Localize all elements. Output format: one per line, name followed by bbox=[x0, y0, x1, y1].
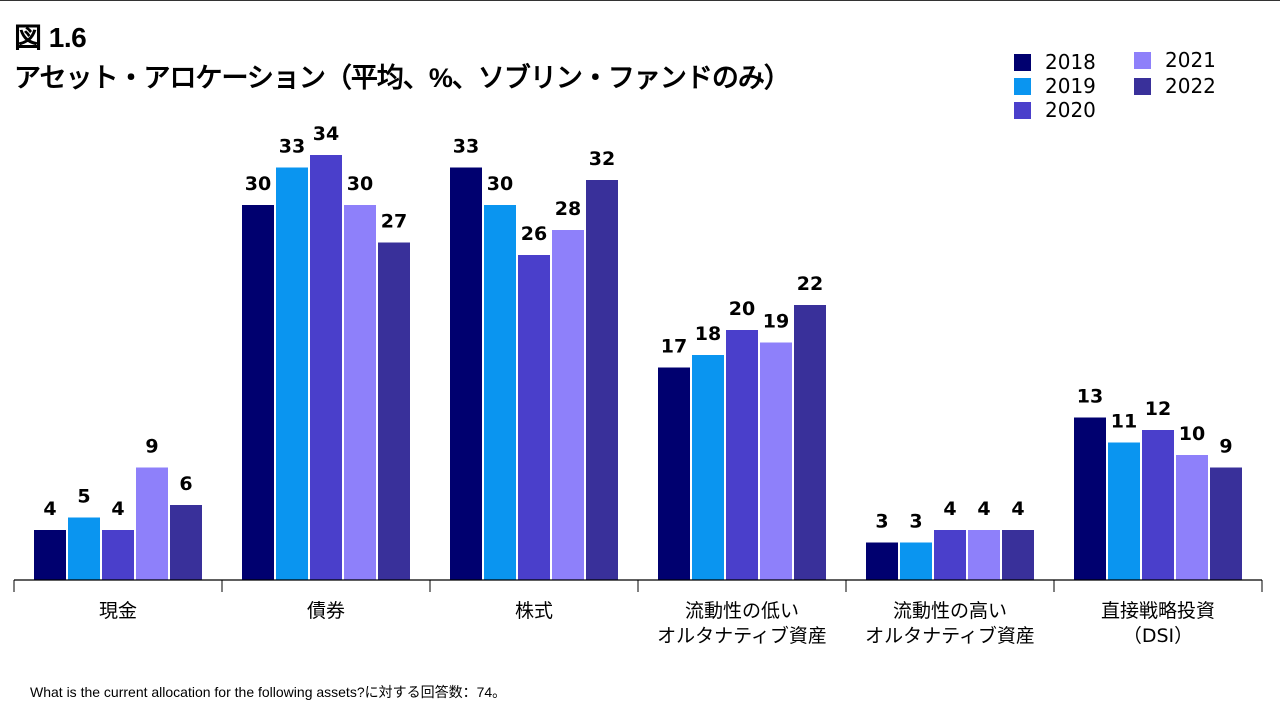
bar-2018 bbox=[658, 367, 690, 580]
bar-2020 bbox=[310, 155, 342, 580]
bar-2021 bbox=[1176, 455, 1208, 580]
bar-2019 bbox=[68, 517, 100, 580]
legend-item-2021: 2021 bbox=[1134, 48, 1216, 72]
value-label: 4 bbox=[977, 498, 990, 520]
value-label: 11 bbox=[1111, 411, 1137, 433]
bar-2020 bbox=[518, 255, 550, 580]
bar-2021 bbox=[136, 467, 168, 580]
value-label: 4 bbox=[943, 498, 956, 520]
bar-2022 bbox=[170, 505, 202, 580]
value-label: 17 bbox=[661, 336, 687, 358]
legend: 2018 2019 2020 2021 2022 bbox=[1014, 48, 1244, 130]
legend-item-2019: 2019 bbox=[1014, 74, 1096, 98]
value-label: 20 bbox=[729, 298, 755, 320]
bar-2022 bbox=[586, 180, 618, 580]
legend-swatch bbox=[1014, 53, 1031, 71]
value-label: 32 bbox=[589, 148, 615, 170]
legend-swatch bbox=[1134, 51, 1151, 69]
bar-2021 bbox=[968, 530, 1000, 580]
category-label: オルタナティブ資産 bbox=[865, 624, 1035, 647]
chart-title: アセット・アロケーション（平均、%、ソブリン・ファンドのみ） bbox=[14, 63, 791, 93]
bar-2022 bbox=[1210, 467, 1242, 580]
legend-swatch bbox=[1014, 77, 1031, 95]
bar-2019 bbox=[484, 205, 516, 580]
bar-2020 bbox=[1142, 430, 1174, 580]
value-label: 22 bbox=[797, 273, 823, 295]
value-label: 12 bbox=[1145, 398, 1171, 420]
value-label: 13 bbox=[1077, 386, 1103, 408]
bar-2020 bbox=[726, 330, 758, 580]
figure-number: 図 1.6 bbox=[14, 22, 87, 53]
bar-2021 bbox=[552, 230, 584, 580]
bar-2022 bbox=[378, 242, 410, 580]
bar-2019 bbox=[276, 167, 308, 580]
bar-2018 bbox=[1074, 417, 1106, 580]
value-label: 28 bbox=[555, 198, 581, 220]
value-label: 3 bbox=[875, 511, 888, 533]
category-label: 債券 bbox=[307, 600, 345, 622]
footnote: What is the current allocation for the f… bbox=[30, 684, 507, 700]
value-label: 30 bbox=[487, 173, 513, 195]
value-label: 6 bbox=[179, 473, 192, 495]
value-label: 4 bbox=[111, 498, 124, 520]
category-label: 直接戦略投資 bbox=[1101, 600, 1215, 622]
value-label: 5 bbox=[77, 486, 90, 508]
bar-2022 bbox=[794, 305, 826, 580]
legend-label: 2020 bbox=[1045, 98, 1096, 122]
category-label: （DSI） bbox=[1123, 625, 1193, 647]
bar-2019 bbox=[692, 355, 724, 580]
category-label: オルタナティブ資産 bbox=[657, 624, 827, 647]
value-label: 9 bbox=[145, 436, 158, 458]
bar-2020 bbox=[934, 530, 966, 580]
value-label: 4 bbox=[1011, 498, 1024, 520]
legend-item-2022: 2022 bbox=[1134, 74, 1216, 98]
bar-2019 bbox=[900, 542, 932, 580]
legend-label: 2021 bbox=[1165, 48, 1216, 72]
category-label: 流動性の高い bbox=[893, 600, 1007, 622]
value-label: 4 bbox=[43, 498, 56, 520]
value-label: 34 bbox=[313, 123, 339, 145]
bar-2018 bbox=[34, 530, 66, 580]
value-label: 3 bbox=[909, 511, 922, 533]
legend-label: 2018 bbox=[1045, 50, 1096, 74]
value-label: 30 bbox=[347, 173, 373, 195]
value-label: 33 bbox=[453, 136, 479, 158]
legend-label: 2022 bbox=[1165, 74, 1216, 98]
bar-2021 bbox=[760, 342, 792, 580]
bar-2022 bbox=[1002, 530, 1034, 580]
bar-2021 bbox=[344, 205, 376, 580]
legend-swatch bbox=[1014, 101, 1031, 119]
legend-label: 2019 bbox=[1045, 74, 1096, 98]
legend-swatch bbox=[1134, 77, 1151, 95]
value-label: 9 bbox=[1219, 436, 1232, 458]
bar-2020 bbox=[102, 530, 134, 580]
value-label: 27 bbox=[381, 211, 407, 233]
value-label: 10 bbox=[1179, 423, 1205, 445]
value-label: 30 bbox=[245, 173, 271, 195]
bar-2019 bbox=[1108, 442, 1140, 580]
value-label: 33 bbox=[279, 136, 305, 158]
category-label: 流動性の低い bbox=[685, 600, 799, 622]
value-label: 26 bbox=[521, 223, 547, 245]
value-label: 18 bbox=[695, 323, 721, 345]
bar-2018 bbox=[866, 542, 898, 580]
value-label: 19 bbox=[763, 311, 789, 333]
top-rule bbox=[0, 0, 1280, 1]
bar-2018 bbox=[242, 205, 274, 580]
legend-item-2018: 2018 bbox=[1014, 50, 1096, 74]
legend-item-2020: 2020 bbox=[1014, 98, 1096, 122]
category-label: 現金 bbox=[99, 600, 137, 622]
bar-2018 bbox=[450, 167, 482, 580]
category-label: 株式 bbox=[515, 600, 553, 622]
